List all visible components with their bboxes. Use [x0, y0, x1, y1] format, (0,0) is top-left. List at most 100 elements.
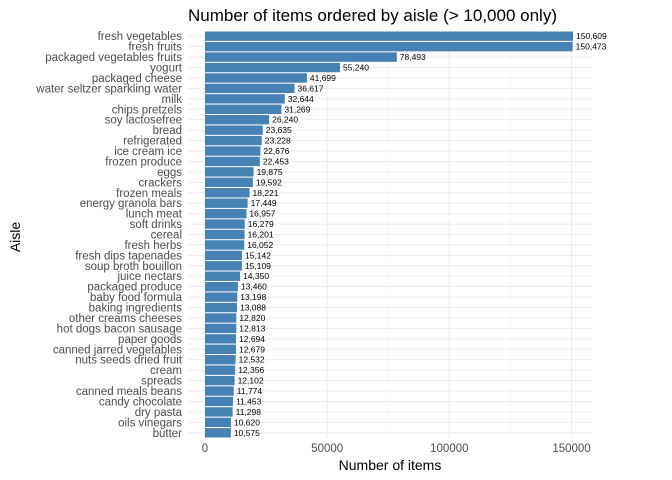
category-label: bread	[153, 125, 182, 137]
category-label: other creams cheeses	[69, 313, 182, 325]
bar-value-label: 13,460	[241, 282, 267, 292]
bar-value-label: 17,449	[251, 198, 277, 208]
bar-value-label: 16,279	[248, 219, 274, 229]
bar	[205, 396, 233, 407]
bar	[205, 167, 254, 177]
bar-value-label: 32,644	[288, 94, 314, 104]
category-label: soy lactosefree	[105, 115, 182, 127]
category-label: hot dogs bacon sausage	[57, 323, 182, 335]
bar	[205, 156, 260, 167]
category-label: milk	[162, 94, 183, 106]
bar-value-label: 12,813	[239, 323, 265, 333]
category-label: nuts seeds dried fruit	[75, 355, 183, 367]
bar	[205, 375, 235, 386]
bar-value-label: 16,052	[247, 240, 273, 250]
category-label: spreads	[141, 376, 182, 388]
bar-value-label: 22,453	[263, 156, 289, 166]
y-axis-title: Aisle	[7, 222, 23, 253]
bar	[205, 31, 573, 41]
bars	[205, 31, 573, 438]
category-label: chips pretzels	[112, 104, 183, 116]
category-label: paper goods	[118, 334, 182, 346]
bar	[205, 62, 340, 73]
bar	[205, 188, 250, 198]
category-label: juice nectars	[116, 271, 182, 283]
bar-value-label: 13,088	[240, 303, 266, 313]
bar-value-label: 36,617	[297, 83, 323, 93]
bar	[205, 219, 245, 229]
bar	[205, 83, 295, 94]
bar	[205, 355, 236, 365]
category-label: packaged produce	[87, 282, 182, 294]
category-label: packaged vegetables fruits	[45, 52, 182, 64]
bar-value-label: 41,699	[310, 73, 336, 83]
category-label: canned meals beans	[76, 386, 182, 398]
category-label: frozen meals	[116, 188, 182, 200]
bar	[205, 302, 237, 313]
bar-value-label: 55,240	[343, 63, 369, 73]
category-label: candy chocolate	[99, 396, 182, 408]
category-label: water seltzer sparkling water	[35, 83, 182, 95]
bar-value-label: 12,102	[238, 376, 264, 386]
bar	[205, 313, 237, 323]
category-label: butter	[153, 428, 183, 440]
x-tick-label: 0	[202, 443, 208, 455]
category-label: fresh herbs	[124, 240, 182, 252]
bar-value-label: 22,676	[263, 146, 289, 156]
bar-value-label: 15,109	[245, 261, 271, 271]
bar-value-label: 19,592	[256, 177, 282, 187]
category-label: cream	[150, 365, 182, 377]
category-label: dry pasta	[135, 407, 183, 419]
bar	[205, 292, 238, 302]
category-label: canned jarred vegetables	[53, 344, 182, 356]
bar-value-label: 11,298	[236, 407, 262, 417]
bar	[205, 407, 233, 417]
bar-value-label: 150,609	[576, 31, 607, 41]
bar	[205, 365, 236, 375]
bar	[205, 52, 397, 62]
bar	[205, 146, 261, 156]
category-label: oils vinegars	[118, 417, 182, 429]
x-tick-label: 150000	[552, 443, 590, 455]
bar-value-label: 16,957	[249, 209, 275, 219]
category-label: cereal	[151, 230, 182, 242]
bar	[205, 177, 253, 188]
bar	[205, 344, 236, 354]
bar-value-label: 12,532	[239, 355, 265, 365]
category-label: lunch meat	[126, 209, 183, 221]
category-label: fresh dips tapenades	[75, 250, 182, 262]
bar-value-label: 23,635	[266, 125, 292, 135]
bar	[205, 135, 262, 146]
bar	[205, 428, 231, 438]
bar-value-label: 12,679	[239, 344, 265, 354]
category-label: energy granola bars	[80, 198, 183, 210]
bar-value-label: 10,620	[234, 417, 260, 427]
bar	[205, 94, 285, 104]
bar-value-label: 12,820	[239, 313, 265, 323]
bar-value-label: 19,875	[257, 167, 283, 177]
bar-value-label: 78,493	[400, 52, 426, 62]
category-label: baking ingredients	[89, 303, 183, 315]
category-label: soup broth bouillon	[85, 261, 182, 273]
bar	[205, 125, 263, 135]
bar	[205, 323, 237, 334]
bar-value-label: 10,575	[234, 428, 260, 438]
bar	[205, 229, 245, 240]
bar	[205, 115, 270, 125]
category-label: baby food formula	[90, 292, 183, 304]
bar	[205, 41, 573, 52]
bar-value-label: 15,142	[245, 250, 271, 260]
bar-value-label: 11,774	[237, 386, 263, 396]
bar-value-label: 26,240	[272, 115, 298, 125]
bar-value-label: 12,356	[238, 365, 264, 375]
category-label: soft drinks	[130, 219, 183, 231]
bar	[205, 73, 307, 83]
bar	[205, 281, 238, 292]
bar-value-label: 18,221	[253, 188, 279, 198]
bar-value-label: 11,453	[236, 396, 262, 406]
bar	[205, 261, 242, 271]
bar-value-label: 13,198	[240, 292, 266, 302]
bar-value-label: 150,473	[576, 42, 607, 52]
